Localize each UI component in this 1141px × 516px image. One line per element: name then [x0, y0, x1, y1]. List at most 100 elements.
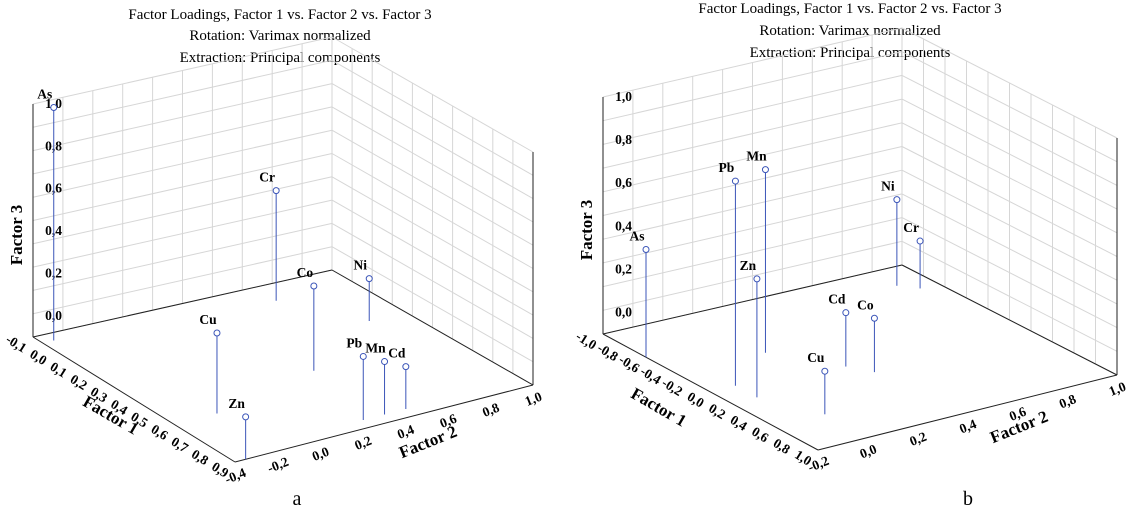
point-label: Co	[857, 297, 874, 312]
axis-line	[331, 269, 534, 386]
point-label: Zn	[740, 258, 757, 273]
point-label: Cr	[259, 170, 275, 185]
x-tick-label: -0,6	[616, 352, 642, 376]
gridline	[602, 169, 903, 240]
y-tick-label: -0,2	[265, 454, 291, 476]
gridline	[901, 122, 1118, 234]
gridline	[602, 98, 903, 169]
data-point	[893, 196, 901, 204]
x-tick-label: 0,4	[728, 412, 750, 434]
gridline	[32, 59, 333, 128]
gridline	[331, 59, 534, 176]
y-tick-label: 0,6	[438, 411, 459, 431]
data-points: As Cu Cr Ni Co Pb Mn Cd Zn	[37, 87, 410, 460]
panel-letter: b	[963, 488, 973, 510]
y-tick-label: 0,0	[310, 444, 331, 464]
gridline	[32, 106, 333, 175]
gridline	[901, 27, 1118, 139]
z-tick-label: 0,8	[615, 132, 632, 147]
data-point	[916, 237, 924, 245]
gridline	[32, 222, 333, 291]
data-point	[381, 358, 389, 366]
grid-lines	[32, 36, 534, 386]
x-tick-label: 0,8	[189, 446, 211, 468]
gridline	[32, 153, 333, 221]
x-tick-label: -0,8	[595, 340, 621, 364]
y-tick-label: 0,8	[480, 400, 501, 420]
gridline	[331, 106, 534, 223]
gridline	[331, 153, 534, 269]
chart-title: Factor Loadings, Factor 1 vs. Factor 2 v…	[128, 7, 431, 23]
data-point	[870, 314, 878, 322]
gridline	[32, 176, 333, 245]
chart-subtitle-rotation: Rotation: Varimax normalized	[189, 28, 371, 44]
y-tick-label: 1,0	[523, 389, 544, 409]
y-tick-label: 0,2	[907, 429, 928, 449]
x-tick-label: 0,2	[706, 400, 728, 422]
point-label: Mn	[746, 149, 767, 164]
gridline	[331, 222, 534, 339]
data-point	[365, 275, 373, 283]
gridline	[602, 74, 903, 145]
axis-line	[602, 333, 819, 451]
chart-title: Factor Loadings, Factor 1 vs. Factor 2 v…	[698, 1, 1001, 17]
x-tick-label: 0,8	[771, 435, 793, 457]
data-point	[310, 282, 318, 290]
gridline	[602, 217, 903, 288]
point-label: As	[629, 228, 644, 243]
gridline	[331, 83, 534, 200]
data-point	[821, 367, 829, 375]
gridline	[602, 27, 903, 98]
axis-line	[817, 374, 1118, 451]
y-tick-label: 0,0	[858, 441, 879, 461]
data-point	[642, 245, 650, 253]
z-tick-label: 1,0	[45, 96, 62, 111]
gridline	[901, 193, 1118, 305]
x-tick-label: 0,1	[47, 359, 69, 381]
x-tick-label: -0,2	[659, 375, 685, 399]
y-tick-label: 0,4	[957, 416, 978, 436]
gridline	[32, 246, 333, 315]
data-points: Pb Mn As Zn Ni Cr Cd Co Cu	[629, 149, 924, 415]
axis-line	[32, 336, 236, 463]
gridline	[331, 129, 534, 246]
chart-panel-a: Factor Loadings, Factor 1 vs. Factor 2 v…	[0, 0, 570, 516]
chart-subtitle-extraction: Extraction: Principal components	[750, 45, 951, 61]
gridline	[602, 51, 903, 122]
gridline	[331, 36, 534, 153]
point-label: Cu	[199, 312, 217, 327]
data-point	[842, 309, 850, 317]
data-point	[50, 104, 58, 111]
z-axis-title: Factor 3	[7, 205, 26, 266]
y-tick-label: 1,0	[1107, 379, 1128, 399]
gridline	[331, 199, 534, 316]
z-tick-label: 0,6	[615, 175, 632, 190]
gridline	[901, 74, 1118, 186]
x-tick-label: -1,0	[573, 328, 599, 352]
z-axis-title: Factor 3	[577, 200, 596, 261]
x-tick-label: -0,1	[3, 331, 29, 355]
point-label: Pb	[719, 160, 735, 175]
axes-frame	[602, 97, 1118, 451]
axis-line	[602, 264, 903, 335]
z-tick-label: 0,2	[615, 261, 632, 276]
x-tick-label: 0,0	[27, 346, 49, 368]
gridline	[602, 146, 903, 216]
grid-lines	[602, 27, 1118, 376]
x-tick-label: 0,0	[685, 389, 707, 411]
point-label: As	[37, 87, 52, 102]
x-tick-label: 0,2	[68, 371, 90, 393]
gridline	[32, 36, 333, 105]
gridline	[32, 129, 333, 198]
data-point	[402, 363, 410, 371]
x-tick-label: 0,6	[749, 424, 771, 446]
axis-line	[32, 269, 333, 338]
point-label: Cd	[828, 292, 846, 307]
gridline	[901, 240, 1118, 352]
chart-svg-a: Factor Loadings, Factor 1 vs. Factor 2 v…	[3, 7, 544, 510]
point-label: Ni	[881, 179, 895, 194]
axis-line	[234, 384, 534, 463]
chart-subtitle-extraction: Extraction: Principal components	[180, 50, 381, 66]
point-label: Mn	[365, 341, 386, 356]
point-label: Pb	[346, 335, 362, 350]
